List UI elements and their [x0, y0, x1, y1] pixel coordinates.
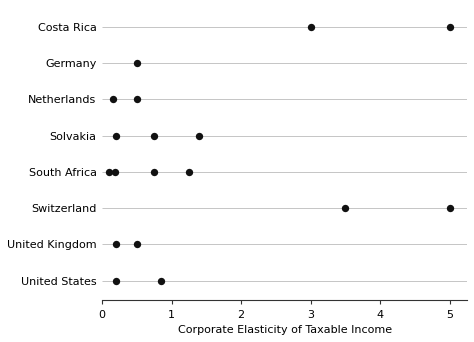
Point [109, 97, 116, 102]
Point [111, 169, 118, 174]
Point [133, 97, 141, 102]
Point [307, 24, 314, 30]
Point [112, 133, 120, 138]
Point [112, 241, 120, 247]
Point [150, 169, 158, 174]
Point [342, 205, 349, 211]
Point [185, 169, 193, 174]
Point [196, 133, 203, 138]
Point [112, 278, 120, 283]
Point [446, 24, 454, 30]
X-axis label: Corporate Elasticity of Taxable Income: Corporate Elasticity of Taxable Income [178, 325, 392, 335]
Point [157, 278, 165, 283]
Point [150, 133, 158, 138]
Point [133, 61, 141, 66]
Point [133, 241, 141, 247]
Point [446, 205, 454, 211]
Point [105, 169, 113, 174]
